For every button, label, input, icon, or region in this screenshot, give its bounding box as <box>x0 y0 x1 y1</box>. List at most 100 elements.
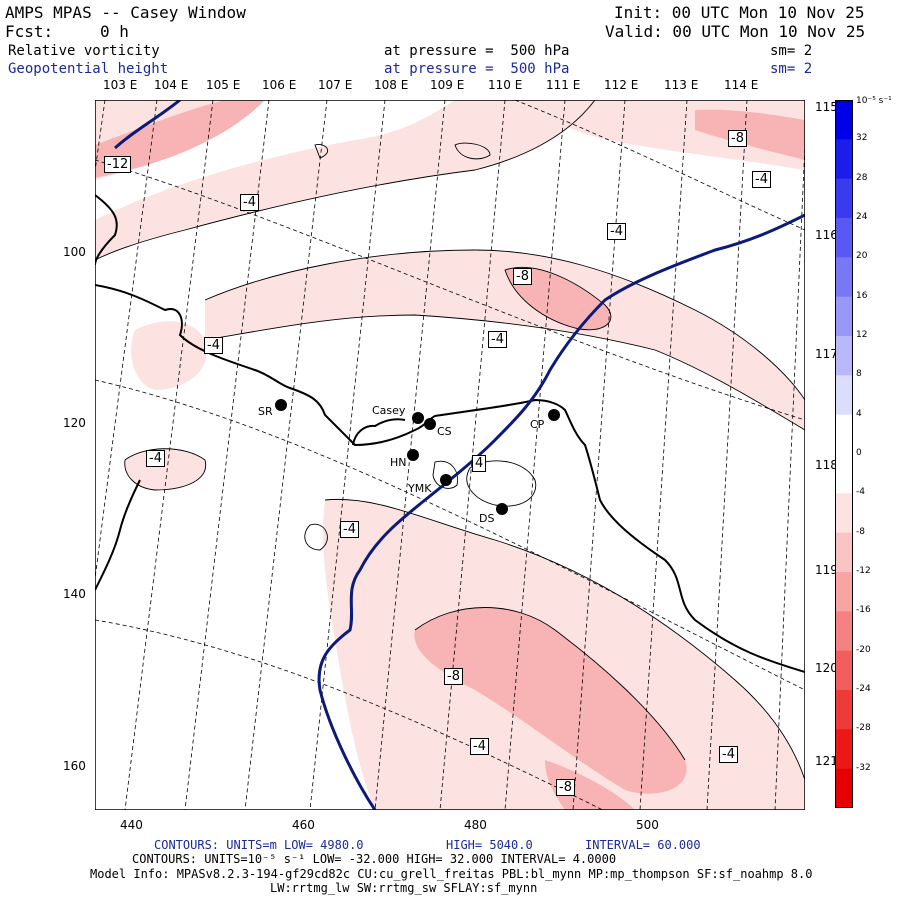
colorbar-swatch <box>835 493 853 534</box>
colorbar-label: -20 <box>856 644 871 655</box>
forecast-hour: 0 h <box>100 22 129 41</box>
lon-label-top: 110 E <box>488 78 523 92</box>
colorbar-label: -24 <box>856 684 871 694</box>
colorbar-frame <box>835 100 853 808</box>
model-info-physics: LW:rrtmg_lw SW:rrtmg_sw SFLAY:sf_mynn <box>270 881 538 895</box>
colorbar-label: 24 <box>856 212 868 222</box>
lon-label-top: 105 E <box>206 78 241 92</box>
lon-label-top: 112 E <box>604 78 639 92</box>
colorbar-swatch <box>835 690 853 730</box>
colorbar-label: -16 <box>856 605 871 616</box>
contour-label: -4 <box>340 521 359 538</box>
colorbar-swatch <box>835 454 853 494</box>
height-contour-interval: INTERVAL= 60.000 <box>585 838 701 852</box>
contour-label: 4 <box>472 455 487 472</box>
shade-band <box>414 607 687 794</box>
colorbar-swatch <box>835 178 853 219</box>
y-axis-label: 120 <box>63 416 86 430</box>
height-contour-info: CONTOURS: UNITS=m LOW= 4980.0 <box>154 838 364 852</box>
station-marker <box>424 418 436 430</box>
colorbar-swatch <box>835 257 853 298</box>
station-marker <box>407 449 419 461</box>
colorbar-label: 8 <box>856 369 862 380</box>
y-axis-label: 100 <box>63 245 86 259</box>
geopotential-height-line <box>317 213 805 810</box>
colorbar-label: 0 <box>856 448 862 458</box>
station-marker <box>440 474 452 486</box>
x-axis-label: 440 <box>120 818 143 832</box>
colorbar-swatch <box>835 296 853 337</box>
field2-name: Geopotential height <box>8 61 169 77</box>
contour-label: -4 <box>146 450 165 467</box>
shade-band <box>95 100 265 178</box>
coastline <box>95 194 805 673</box>
graticule <box>95 100 805 810</box>
vorticity-map <box>95 100 805 810</box>
map-title: AMPS MPAS -- Casey Window <box>5 3 246 22</box>
x-axis-label: 460 <box>292 818 315 832</box>
vorticity-contour-info: CONTOURS: UNITS=10⁻⁵ s⁻¹ LOW= -32.000 HI… <box>132 852 617 866</box>
field1-smoothing: sm= 2 <box>770 43 813 59</box>
valid-time: Valid: 00 UTC Mon 10 Nov 25 <box>605 22 866 41</box>
contour-label: -4 <box>752 171 771 188</box>
height-contour-high: HIGH= 5040.0 <box>446 838 533 852</box>
colorbar-label: 12 <box>856 330 868 340</box>
colorbar-unit: 10⁻⁵ s⁻¹ <box>856 96 892 106</box>
contour-label: -4 <box>204 337 223 354</box>
station-marker <box>548 409 560 421</box>
lon-label-top: 107 E <box>318 78 353 92</box>
y-axis-label: 160 <box>63 759 86 773</box>
station-label-ds: DS <box>479 512 495 525</box>
contour-label: -8 <box>444 668 463 685</box>
model-info: Model Info: MPASv8.2.3-194-gf29cd82c CU:… <box>90 867 813 881</box>
colorbar <box>835 100 853 808</box>
colorbar-label: -32 <box>856 762 871 773</box>
contour-label: -4 <box>607 223 626 240</box>
lon-label-top: 106 E <box>262 78 297 92</box>
station-marker <box>412 412 424 424</box>
shade-band <box>205 250 805 430</box>
geopotential-height-line <box>113 100 181 150</box>
field2-smoothing: sm= 2 <box>770 61 813 77</box>
colorbar-swatch <box>835 768 853 808</box>
lon-label-top: 108 E <box>374 78 409 92</box>
colorbar-label: 32 <box>856 133 868 144</box>
contour-label: -12 <box>104 156 132 173</box>
station-label-hn: HN <box>390 456 407 469</box>
contour-label: -4 <box>470 738 489 755</box>
vorticity-shading <box>95 100 805 810</box>
colorbar-swatch <box>835 729 853 770</box>
colorbar-label: -4 <box>856 487 865 498</box>
contour-label: -4 <box>240 194 259 211</box>
colorbar-swatch <box>835 336 853 376</box>
contour-label: -8 <box>513 268 532 285</box>
station-label-casey: Casey <box>372 404 406 417</box>
shade-band <box>131 321 207 390</box>
colorbar-swatch <box>835 375 853 416</box>
lon-label-top: 113 E <box>664 78 699 92</box>
contour-label: -4 <box>719 746 738 763</box>
x-axis-label: 500 <box>636 818 659 832</box>
field1-pressure: at pressure = 500 hPa <box>384 43 570 59</box>
colorbar-swatch <box>835 572 853 612</box>
station-label-cs: CS <box>437 425 452 438</box>
colorbar-swatch <box>835 139 853 180</box>
colorbar-swatch <box>835 611 853 652</box>
contour-label: -8 <box>728 130 747 147</box>
lon-label-top: 109 E <box>430 78 465 92</box>
station-label-ymk: YMK <box>408 482 432 495</box>
shade-band <box>95 100 595 260</box>
colorbar-label: 20 <box>856 251 868 262</box>
field2-pressure: at pressure = 500 hPa <box>384 61 570 77</box>
x-axis-label: 480 <box>464 818 487 832</box>
colorbar-label: 4 <box>856 408 862 419</box>
lon-label-top: 103 E <box>103 78 138 92</box>
shade-band <box>545 760 635 810</box>
colorbar-label: -8 <box>856 526 865 537</box>
station-label-cp: CP <box>530 418 545 431</box>
lon-label-top: 111 E <box>546 78 581 92</box>
lon-label-top: 104 E <box>154 78 189 92</box>
forecast-label: Fcst: <box>5 22 54 41</box>
colorbar-label: 28 <box>856 172 868 183</box>
colorbar-label: -28 <box>856 723 871 734</box>
